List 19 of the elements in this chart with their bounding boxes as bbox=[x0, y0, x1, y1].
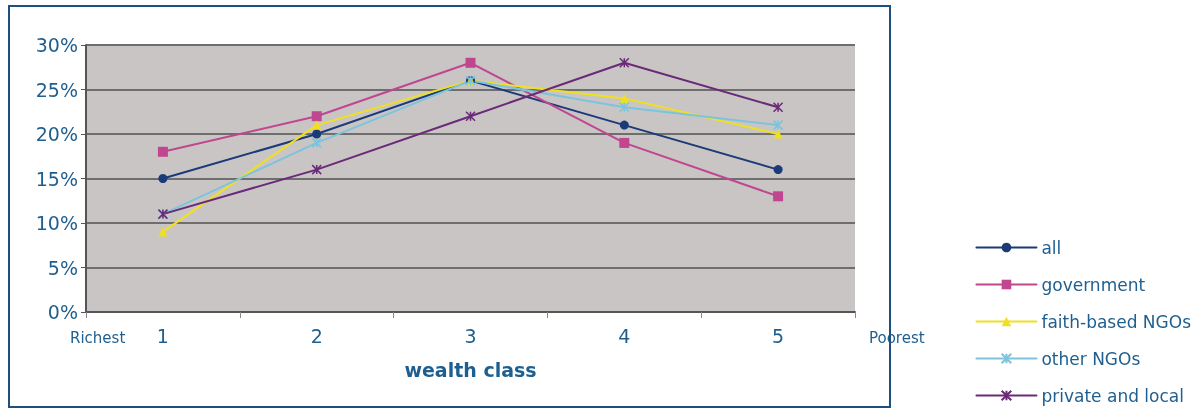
y-tick-label: 15% bbox=[35, 167, 78, 190]
text: Richest bbox=[70, 328, 126, 347]
x-tick-label: 5 bbox=[772, 324, 785, 347]
y-tick-label: 5% bbox=[47, 256, 78, 279]
legend-label: other NGOs bbox=[1041, 348, 1141, 369]
legend-label: faith-based NGOs bbox=[1041, 311, 1192, 332]
x-tick-label: 4 bbox=[618, 324, 631, 347]
y-tick-label: 0% bbox=[47, 301, 78, 323]
x-tick-label: 3 bbox=[464, 324, 477, 347]
x-axis-title: wealth class bbox=[404, 358, 537, 381]
legend-label: government bbox=[1041, 274, 1146, 295]
legend-label: all bbox=[1041, 237, 1062, 258]
legend-label: private and local bbox=[1041, 385, 1184, 406]
y-tick-label: 25% bbox=[35, 78, 78, 101]
x-tick-label: 1 bbox=[156, 324, 169, 347]
y-tick-label: 10% bbox=[35, 212, 78, 234]
x-tick-label: 2 bbox=[310, 324, 323, 347]
y-tick-label: 20% bbox=[35, 123, 78, 145]
y-tick-label: 30% bbox=[35, 34, 78, 56]
